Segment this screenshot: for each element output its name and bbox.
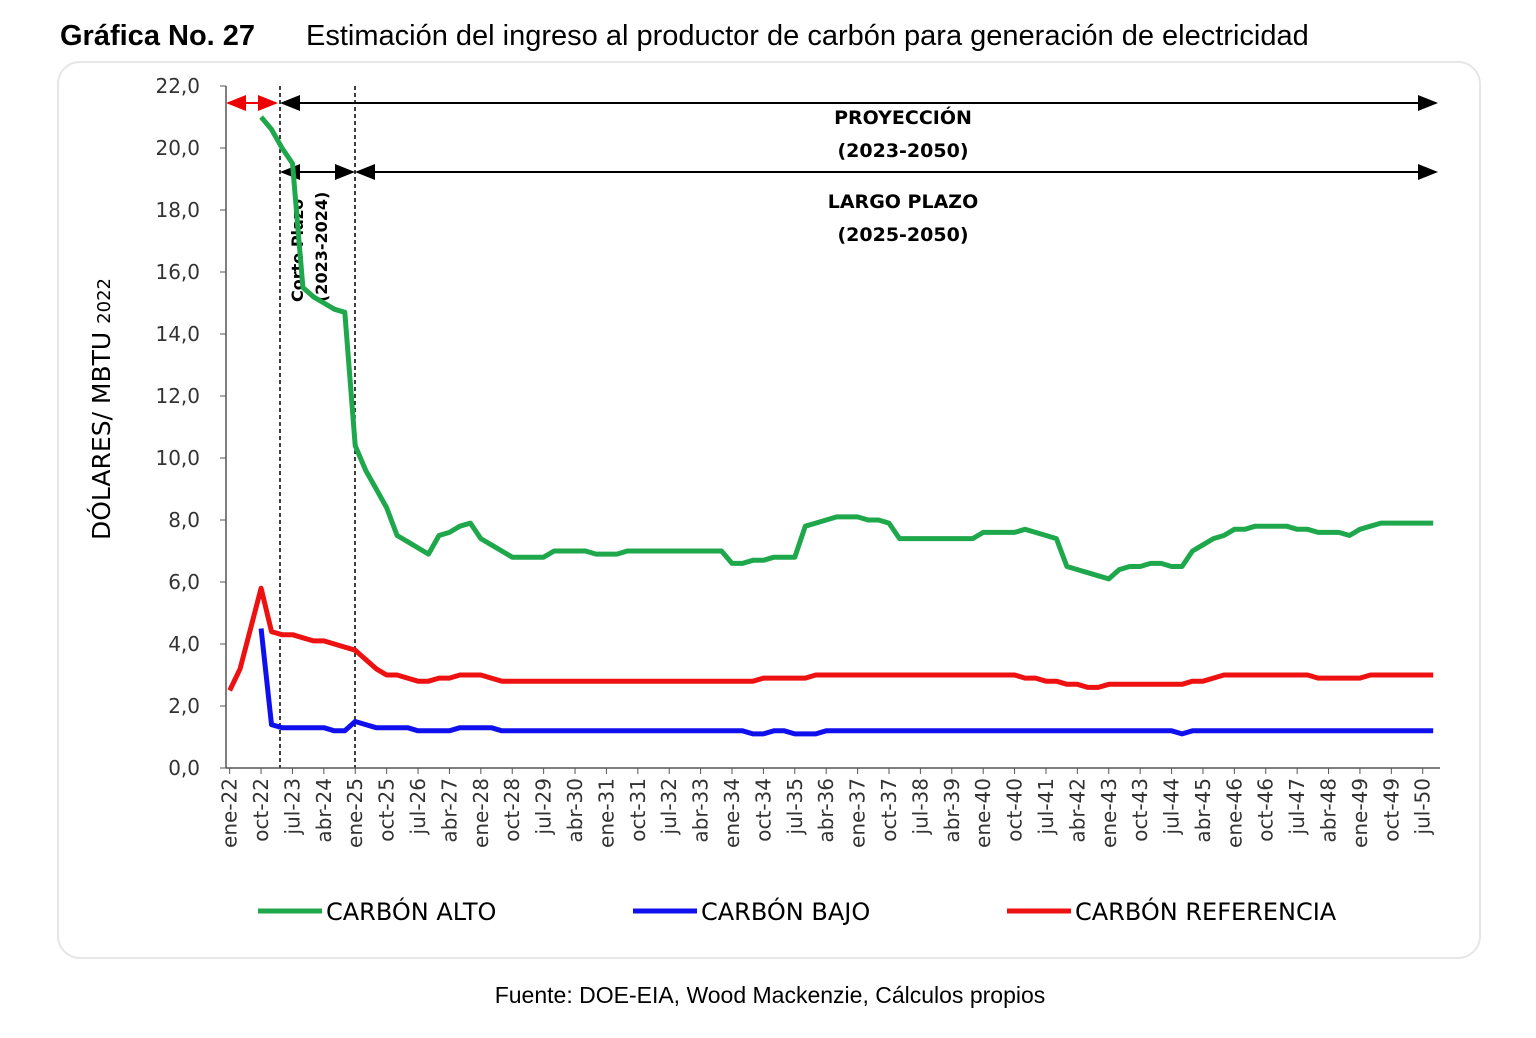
x-tick-label: jul-41 — [1034, 778, 1058, 835]
series-line — [259, 115, 1434, 582]
x-tick-label: abr-36 — [814, 778, 838, 843]
x-tick-label: oct-28 — [500, 778, 524, 842]
x-tick-label: ene-40 — [971, 778, 995, 848]
legend-label: CARBÓN BAJO — [701, 896, 870, 926]
x-tick-label: ene-28 — [469, 778, 493, 848]
x-tick-label: oct-43 — [1128, 778, 1152, 842]
x-tick-label: oct-49 — [1379, 778, 1403, 842]
x-tick-label: abr-48 — [1317, 778, 1341, 843]
x-tick-label: ene-49 — [1348, 778, 1372, 848]
chart-title: Estimación del ingreso al productor de c… — [306, 20, 1309, 52]
x-tick-label: ene-25 — [343, 778, 367, 848]
y-tick-label: 14,0 — [155, 322, 200, 346]
y-tick-label: 12,0 — [155, 384, 200, 408]
x-tick-label: abr-45 — [1191, 778, 1215, 843]
x-tick-label: oct-46 — [1254, 778, 1278, 842]
x-tick-label: abr-42 — [1065, 778, 1089, 843]
x-tick-label: jul-35 — [783, 778, 807, 835]
y-tick-label: 4,0 — [168, 632, 200, 656]
annotation: (2023-2050) — [837, 140, 968, 162]
x-tick-label: oct-40 — [1003, 778, 1027, 842]
x-tick-label: jul-50 — [1411, 778, 1435, 835]
x-tick-label: jul-26 — [406, 778, 430, 835]
x-tick-label: abr-24 — [312, 778, 336, 843]
legend-label: CARBÓN ALTO — [326, 896, 496, 926]
y-tick-label: 18,0 — [155, 198, 200, 222]
x-tick-label: oct-34 — [751, 778, 775, 842]
x-tick-label: jul-29 — [532, 778, 556, 835]
x-tick-label: jul-32 — [657, 778, 681, 835]
x-tick-label: ene-43 — [1097, 778, 1121, 848]
y-axis-label: DÓLARES/ MBTU 2022 — [86, 278, 116, 540]
annotation: (2023-2024) — [312, 192, 331, 302]
x-tick-label: jul-44 — [1160, 778, 1184, 835]
x-tick-label: oct-25 — [375, 778, 399, 842]
chart-title-number: Gráfica No. 27 — [60, 20, 255, 52]
y-tick-label: 20,0 — [155, 136, 200, 160]
x-tick-label: ene-37 — [846, 778, 870, 848]
y-tick-label: 0,0 — [168, 756, 200, 780]
y-tick-label: 2,0 — [168, 694, 200, 718]
legend-label: CARBÓN REFERENCIA — [1075, 896, 1337, 926]
x-tick-label: oct-37 — [877, 778, 901, 842]
x-tick-label: ene-22 — [218, 778, 242, 848]
annotation: (2025-2050) — [837, 224, 968, 246]
x-tick-label: oct-22 — [249, 778, 273, 842]
series-line — [258, 628, 1434, 737]
x-tick-label: abr-30 — [563, 778, 587, 843]
source: Fuente: DOE-EIA, Wood Mackenzie, Cálculo… — [495, 982, 1046, 1008]
chart-frame — [57, 61, 1481, 959]
x-tick-label: abr-27 — [437, 778, 461, 843]
x-tick-label: ene-34 — [720, 778, 744, 848]
y-tick-label: 22,0 — [155, 74, 200, 98]
y-tick-label: 16,0 — [155, 260, 200, 284]
x-tick-label: abr-33 — [689, 778, 713, 843]
x-tick-label: abr-39 — [940, 778, 964, 843]
y-tick-label: 6,0 — [168, 570, 200, 594]
x-tick-label: jul-47 — [1285, 778, 1309, 835]
annotation: LARGO PLAZO — [828, 191, 978, 213]
series-line — [227, 585, 1434, 692]
x-tick-label: oct-31 — [626, 778, 650, 842]
y-tick-label: 8,0 — [168, 508, 200, 532]
x-tick-label: ene-46 — [1222, 778, 1246, 848]
x-tick-label: ene-31 — [594, 778, 618, 848]
y-tick-label: 10,0 — [155, 446, 200, 470]
x-tick-label: jul-38 — [908, 778, 932, 835]
annotation: PROYECCIÓN — [834, 105, 972, 129]
x-tick-label: jul-23 — [280, 778, 304, 835]
